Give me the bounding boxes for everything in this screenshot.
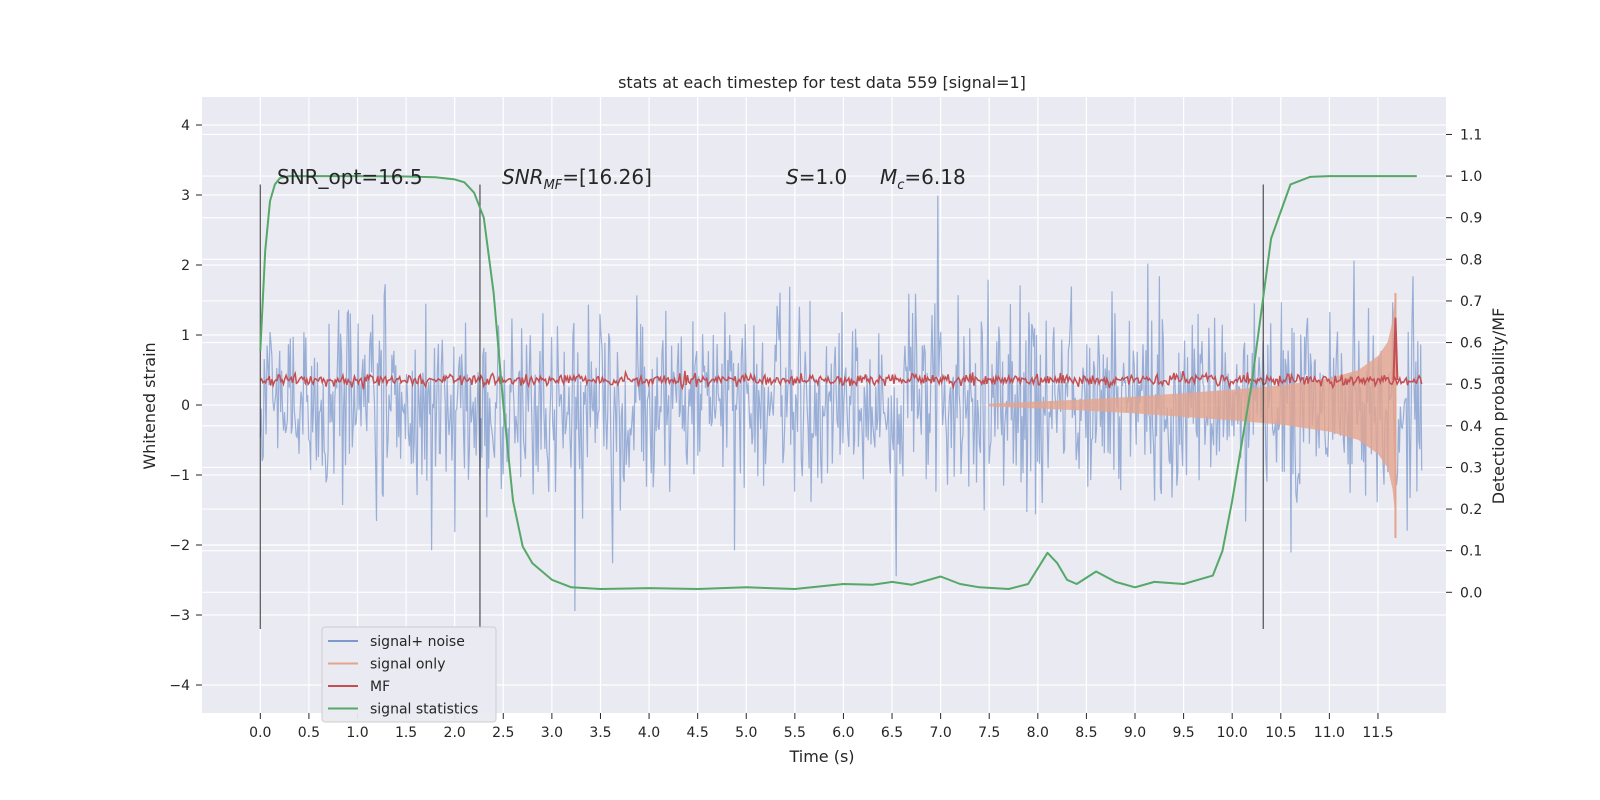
y-tick-label: 1 xyxy=(181,328,190,344)
x-tick-label: 0.0 xyxy=(249,725,271,741)
x-tick-label: 7.0 xyxy=(929,725,951,741)
y-tick-label: −2 xyxy=(169,538,190,554)
y-axis-label: Whitened strain xyxy=(140,342,159,469)
mc-symbol: M xyxy=(880,165,897,189)
x-tick-label: 5.5 xyxy=(784,725,806,741)
s-value: =1.0 xyxy=(799,165,848,189)
x-tick-label: 10.5 xyxy=(1265,725,1296,741)
x-tick-label: 4.5 xyxy=(687,725,709,741)
y-tick-label: −3 xyxy=(169,608,190,624)
series-signal-only-area xyxy=(989,293,1396,517)
legend-label: MF xyxy=(370,679,390,695)
series-signal-noise-line xyxy=(259,195,1423,612)
y-tick-label: −1 xyxy=(169,468,190,484)
axes-layer: 0.0 0.5 1.0 1.5 2.0 2.5 3.0 3.5 4.0 4.5 5.0 5.5 6.0 6… xyxy=(169,118,1482,741)
chart-title: stats at each timestep for test data 559… xyxy=(618,73,1026,92)
s-symbol: S xyxy=(786,165,799,189)
y-tick-label: 2 xyxy=(181,258,190,274)
x-tick-label: 5.0 xyxy=(735,725,757,741)
mc-subscript: c xyxy=(897,178,904,193)
annotation-mc: Mc=6.18 xyxy=(880,165,966,193)
x-tick-label: 3.5 xyxy=(589,725,611,741)
legend-label: signal+ noise xyxy=(370,634,465,650)
y-right-tick-label: 1.0 xyxy=(1460,169,1482,185)
x-tick-label: 8.5 xyxy=(1075,725,1097,741)
y-axis-right-label: Detection probability/MF xyxy=(1489,308,1508,505)
legend-label: signal only xyxy=(370,657,445,673)
y-right-tick-label: 0.7 xyxy=(1460,294,1482,310)
x-tick-label: 2.5 xyxy=(492,725,514,741)
x-tick-label: 3.0 xyxy=(541,725,563,741)
y-tick-label: 3 xyxy=(181,188,190,204)
y-right-tick-label: 0.5 xyxy=(1460,377,1482,393)
x-tick-label: 11.5 xyxy=(1362,725,1393,741)
annotation-layer: SNR_opt=16.5 SNRMF=[16.26] S=1.0 Mc=6.18 xyxy=(277,165,966,193)
legend: signal+ noise signal only MF signal statist… xyxy=(321,626,497,723)
series-signal-statistics-line xyxy=(259,175,1417,590)
y-tick-label: 4 xyxy=(181,118,190,134)
legend-label: signal statistics xyxy=(370,702,478,718)
x-tick-label: 10.0 xyxy=(1217,725,1248,741)
y-right-tick-label: 0.3 xyxy=(1460,460,1482,476)
y-right-tick-label: 1.1 xyxy=(1460,127,1482,143)
x-tick-label: 1.5 xyxy=(395,725,417,741)
x-tick-label: 1.0 xyxy=(346,725,368,741)
annotation-snr-opt: SNR_opt=16.5 xyxy=(277,165,423,189)
x-tick-label: 7.5 xyxy=(978,725,1000,741)
y-right-tick-label: 0.9 xyxy=(1460,211,1482,227)
snr-mf-symbol: SNR xyxy=(502,165,544,189)
y-right-tick-label: 0.2 xyxy=(1460,502,1482,518)
y-right-tick-label: 0.4 xyxy=(1460,419,1482,435)
snr-mf-value: =[16.26] xyxy=(562,165,652,189)
annotation-s: S=1.0 xyxy=(786,165,847,189)
legend-box xyxy=(321,626,497,723)
y-right-tick-label: 0.8 xyxy=(1460,252,1482,268)
annotation-snr-mf: SNRMF=[16.26] xyxy=(502,165,652,193)
x-tick-label: 6.5 xyxy=(881,725,903,741)
mc-value: =6.18 xyxy=(904,165,965,189)
x-tick-label: 11.0 xyxy=(1314,725,1345,741)
x-tick-label: 2.0 xyxy=(444,725,466,741)
x-tick-label: 9.5 xyxy=(1172,725,1194,741)
x-axis-label: Time (s) xyxy=(788,747,854,766)
data-layer xyxy=(259,175,1423,629)
y-right-tick-label: 0.1 xyxy=(1460,544,1482,560)
y-tick-label: −4 xyxy=(169,678,190,694)
snr-mf-subscript: MF xyxy=(544,178,563,193)
x-tick-label: 9.0 xyxy=(1124,725,1146,741)
x-tick-label: 6.0 xyxy=(832,725,854,741)
y-right-tick-label: 0.6 xyxy=(1460,336,1482,352)
series-mf-line xyxy=(259,369,1423,391)
y-right-tick-label: 0.0 xyxy=(1460,585,1482,601)
x-tick-label: 8.0 xyxy=(1027,725,1049,741)
series-mf-peak xyxy=(1392,317,1399,381)
x-tick-label: 0.5 xyxy=(298,725,320,741)
x-tick-label: 4.0 xyxy=(638,725,660,741)
y-tick-label: 0 xyxy=(181,398,190,414)
